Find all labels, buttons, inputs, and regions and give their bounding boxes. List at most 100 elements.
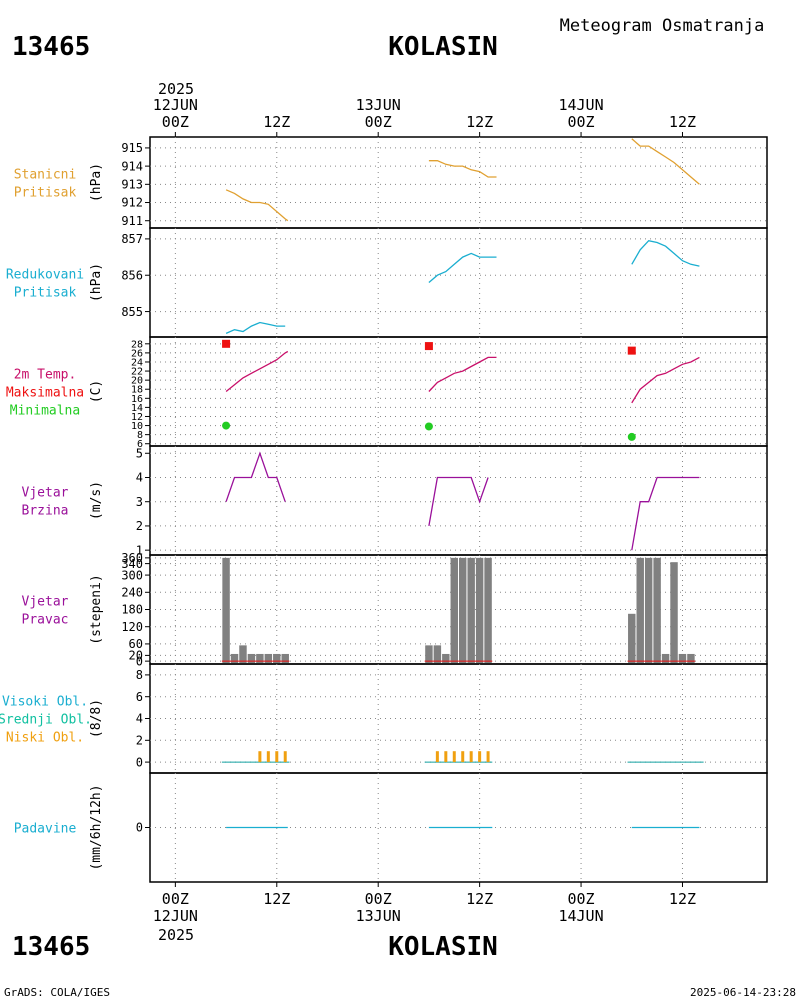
- time-label-bottom-4: 00Z: [568, 890, 595, 908]
- temperature-label-1: Maksimalna: [6, 386, 84, 401]
- time-label-top-3: 12Z: [466, 113, 493, 131]
- time-label-bottom-5: 12Z: [669, 890, 696, 908]
- reduced_pressure-series-line-0: [226, 323, 285, 334]
- time-label-bottom-3: 12Z: [466, 890, 493, 908]
- time-label-top-4: 00Z: [568, 113, 595, 131]
- wind-direction-bar-18: [645, 558, 652, 664]
- station_pressure-series-line-1: [429, 161, 497, 177]
- reduced_pressure-label-0: Redukovani: [6, 268, 84, 283]
- tmin-marker-1: [425, 422, 433, 430]
- date-label-top-2: 13JUN: [356, 96, 401, 114]
- time-label-top-5: 12Z: [669, 113, 696, 131]
- time-label-bottom-1: 12Z: [263, 890, 290, 908]
- wind_direction-ytick-label: 60: [129, 637, 143, 651]
- station_pressure-ytick-label: 912: [121, 196, 143, 210]
- low-cloud-bar-5: [444, 751, 447, 762]
- low-cloud-bar-1: [267, 751, 270, 762]
- wind-direction-bar-12: [459, 558, 466, 664]
- wind_speed-ytick-label: 4: [136, 471, 143, 485]
- reduced_pressure-label-1: Pritisak: [14, 286, 77, 301]
- wind-direction-bar-0: [222, 558, 229, 664]
- wind_speed-ytick-label: 5: [136, 446, 143, 460]
- low-cloud-bar-2: [275, 751, 278, 762]
- wind_direction-ytick-label: 180: [121, 603, 143, 617]
- low-cloud-bar-9: [478, 751, 481, 762]
- wind_direction-unit-label: (stepeni): [89, 574, 104, 644]
- credit-label: GrADS: COLA/IGES: [4, 986, 110, 999]
- wind_speed-label-1: Brzina: [22, 504, 69, 519]
- date-label-top-0: 12JUN: [153, 96, 198, 114]
- panels: 911 912 913 914 915 (hPa) Stanicni Pritisak 855 8…: [0, 137, 767, 882]
- date-label-top-4: 14JUN: [558, 96, 603, 114]
- meteogram: 13465 KOLASIN Meteogram Osmatranja 2025 …: [0, 0, 800, 1000]
- wind_speed-unit-label: (m/s): [89, 481, 104, 520]
- wind-direction-bar-16: [628, 614, 635, 664]
- station_pressure-ytick-label: 915: [121, 141, 143, 155]
- wind_speed-series-line-1: [429, 478, 488, 526]
- wind-direction-bar-19: [653, 558, 660, 664]
- wind_speed-ytick-label: 3: [136, 495, 143, 509]
- tmin-marker-0: [222, 422, 230, 430]
- year-label-bottom: 2025: [158, 926, 194, 944]
- cloud_cover-ytick-label: 8: [136, 668, 143, 682]
- time-label-bottom-2: 00Z: [365, 890, 392, 908]
- station_pressure-ytick-label: 914: [121, 159, 143, 173]
- wind-direction-bar-20: [662, 654, 669, 664]
- station-id-bottom: 13465: [12, 932, 90, 962]
- low-cloud-bar-3: [284, 751, 287, 762]
- wind-direction-bar-5: [265, 654, 272, 664]
- reduced_pressure-series-line-2: [632, 241, 700, 266]
- station_pressure-series-line-0: [226, 190, 288, 221]
- tmax-marker-1: [425, 342, 433, 350]
- wind_speed-frame: [150, 446, 767, 555]
- station-name-bottom: KOLASIN: [388, 932, 498, 962]
- meteogram-chart: 13465 KOLASIN Meteogram Osmatranja 2025 …: [0, 0, 800, 1000]
- low-cloud-bar-10: [487, 751, 490, 762]
- reduced_pressure-unit-label: (hPa): [89, 263, 104, 302]
- tmin-marker-2: [628, 433, 636, 441]
- low-cloud-bar-6: [453, 751, 456, 762]
- reduced_pressure-ytick-label: 857: [121, 232, 143, 246]
- low-cloud-bar-0: [258, 751, 261, 762]
- precipitation-ytick-label: 0: [136, 821, 143, 835]
- station-name-top: KOLASIN: [388, 32, 498, 62]
- date-label-bottom-4: 14JUN: [558, 907, 603, 925]
- cloud_cover-frame: [150, 664, 767, 773]
- wind-direction-bar-21: [670, 562, 677, 664]
- wind-direction-bar-22: [679, 654, 686, 664]
- station-id-top: 13465: [12, 32, 90, 62]
- temperature-ytick-label: 28: [131, 339, 143, 350]
- precipitation-label-0: Padavine: [14, 822, 77, 837]
- wind-direction-bar-1: [231, 654, 238, 664]
- reduced_pressure-ytick-label: 855: [121, 305, 143, 319]
- wind_direction-label-0: Vjetar: [22, 595, 69, 610]
- cloud_cover-label-0: Visoki Obl.: [2, 695, 88, 710]
- reduced_pressure-ytick-label: 856: [121, 268, 143, 282]
- wind_direction-label-1: Pravac: [22, 613, 69, 628]
- cloud_cover-ytick-label: 2: [136, 734, 143, 748]
- meteogram-title: Meteogram Osmatranja: [560, 16, 765, 36]
- station_pressure-ytick-label: 913: [121, 178, 143, 192]
- temperature-series-line-1: [429, 357, 497, 391]
- date-label-bottom-2: 13JUN: [356, 907, 401, 925]
- wind-direction-bar-4: [256, 654, 263, 664]
- time-label-top-1: 12Z: [263, 113, 290, 131]
- wind_speed-label-0: Vjetar: [22, 486, 69, 501]
- station_pressure-series-line-2: [632, 139, 700, 185]
- wind-direction-bar-17: [636, 558, 643, 664]
- cloud_cover-ytick-label: 0: [136, 755, 143, 769]
- precipitation-unit-label: (mm/6h/12h): [89, 784, 104, 870]
- tmax-marker-2: [628, 347, 636, 355]
- time-label-top-2: 00Z: [365, 113, 392, 131]
- wind-direction-bar-23: [687, 654, 694, 664]
- wind-direction-bar-10: [442, 654, 449, 664]
- low-cloud-bar-4: [436, 751, 439, 762]
- timestamp-label: 2025-06-14-23:28: [690, 986, 796, 999]
- low-cloud-bar-8: [470, 751, 473, 762]
- wind_speed-ytick-label: 2: [136, 519, 143, 533]
- cloud_cover-ytick-label: 6: [136, 690, 143, 704]
- wind_direction-ytick-label: 360: [121, 551, 143, 565]
- low-cloud-bar-7: [461, 751, 464, 762]
- cloud_cover-label-1: Srednji Obl.: [0, 713, 92, 728]
- wind-direction-bar-15: [484, 558, 491, 664]
